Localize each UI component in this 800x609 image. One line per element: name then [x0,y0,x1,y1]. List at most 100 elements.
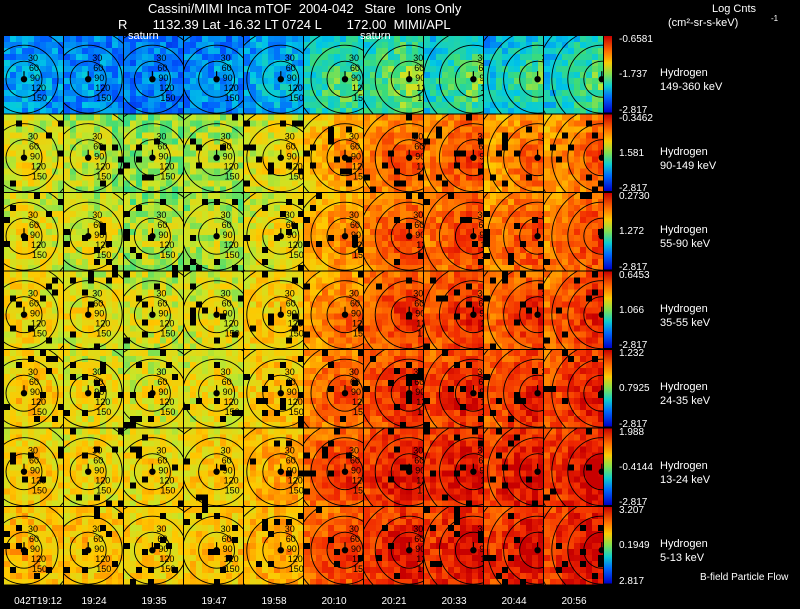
heatmap-cell [22,193,28,199]
heatmap-cell [472,229,478,235]
heatmap-cell [478,199,483,205]
heatmap-cell [214,162,220,169]
heatmap-cell [280,114,286,121]
heatmap-cell [316,253,322,259]
heatmap-cell [328,168,334,175]
heatmap-cell [10,108,16,114]
heatmap-cell [472,265,478,271]
heatmap-cell [190,60,196,66]
heatmap-cell [34,54,40,60]
heatmap-cell [310,199,316,205]
heatmap-cell [4,150,10,157]
heatmap-cell [454,247,460,253]
heatmap-cell [322,241,328,247]
heatmap-cell [94,150,100,157]
heatmap-cell [220,102,226,108]
heatmap-cell [286,102,292,108]
heatmap-cell [292,265,298,271]
heatmap-cell [124,313,130,320]
heatmap-cell [58,126,63,133]
heatmap-cell [466,42,472,48]
heatmap-cell [172,120,178,127]
heatmap-cell [328,223,334,229]
heatmap-cell [352,90,358,96]
heatmap-cell [154,307,160,314]
heatmap-cell [574,229,580,235]
heatmap-cell [70,168,76,175]
heatmap-cell [364,90,370,96]
heatmap-cell [10,301,16,308]
heatmap-cell [316,90,322,96]
heatmap-cell [124,277,130,284]
heatmap-cell [364,150,370,157]
heatmap-cell [136,102,142,108]
heatmap-cell [568,54,574,60]
heatmap-cell [598,114,603,121]
heatmap-cell [388,126,394,133]
heatmap-cell [292,84,298,90]
heatmap-cell [184,229,190,235]
heatmap-cell [58,60,63,66]
heatmap-cell [178,90,183,96]
heatmap-cell [46,241,52,247]
contour-line [487,193,514,271]
heatmap-cell [424,211,430,217]
heatmap-cell [322,72,328,78]
heatmap-cell [226,283,232,290]
heatmap-cell [262,211,268,217]
heatmap-cell [406,193,412,199]
heatmap-cell [100,186,106,192]
heatmap-cell [538,217,543,223]
heatmap-cell [496,42,502,48]
heatmap-cell [22,289,28,296]
heatmap-cell [472,96,478,102]
heatmap-cell [76,205,82,211]
heatmap-cell [64,265,70,271]
contour-line [326,139,363,177]
heatmap-cell [238,253,243,259]
heatmap-cell [454,36,460,42]
heatmap-cell [346,102,352,108]
heatmap-cell [160,313,166,320]
heatmap-cell [274,211,280,217]
contour-label: 150 [610,250,625,260]
heatmap-cell [352,84,358,90]
heatmap-cell [496,48,502,54]
heatmap-cell [250,205,256,211]
heatmap-cell [496,162,502,169]
heatmap-cell [220,156,226,163]
heatmap-cell [484,199,490,205]
heatmap-cell [448,132,454,139]
heatmap-cell [82,265,88,271]
heatmap-cell [568,108,574,114]
heatmap-cell [52,235,58,241]
heatmap-cell [70,271,76,278]
heatmap-cell [10,283,16,290]
heatmap-cell [130,307,136,314]
heatmap-cell [490,60,496,66]
heatmap-cell [64,199,70,205]
contour-label: 90 [415,230,425,240]
heatmap-cell [130,36,136,42]
heatmap-cell [118,90,123,96]
heatmap-cell [406,265,412,271]
contour-label: 60 [478,220,488,230]
heatmap-cell [280,72,286,78]
heatmap-cell [598,193,603,199]
heatmap-cell [58,78,63,84]
heatmap-cell [520,126,526,133]
heatmap-cell [454,144,460,151]
heatmap-cell [10,120,16,127]
heatmap-cell [100,193,106,199]
heatmap-cell [142,162,148,169]
contour-line [198,60,236,98]
heatmap-cell [118,60,123,66]
heatmap-cell [358,205,363,211]
heatmap-cell [292,211,298,217]
heatmap-cell [202,205,208,211]
heatmap-cell [298,54,303,60]
heatmap-cell [478,126,483,133]
heatmap-cell [454,180,460,187]
heatmap-cell [106,114,112,121]
